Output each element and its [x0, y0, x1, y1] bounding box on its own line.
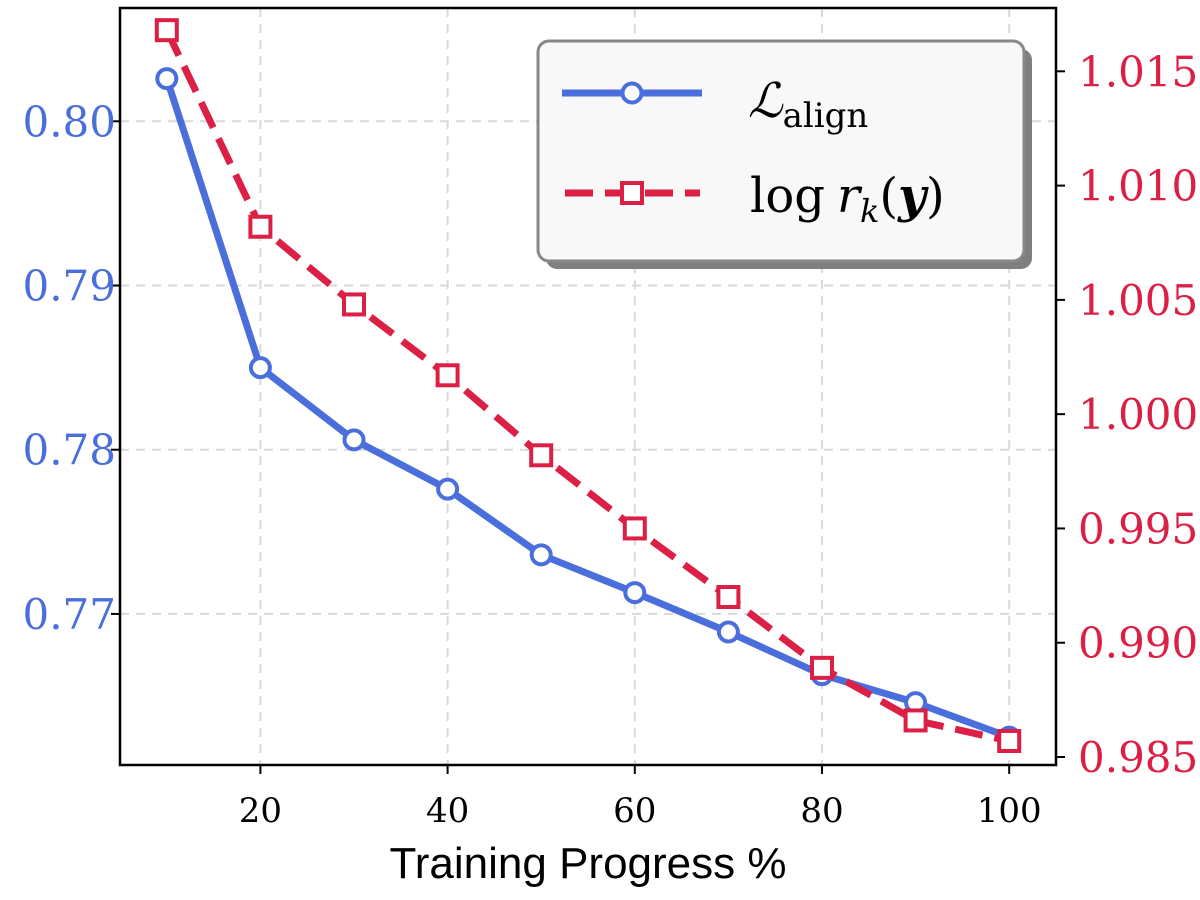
- legend-l-sub: align: [783, 96, 869, 136]
- left-tick-label-3: 0.80: [22, 97, 116, 146]
- legend: ℒalign log rk(y): [536, 39, 1032, 269]
- left-y-axis-ticks: 0.77 0.78 0.79 0.80: [22, 97, 120, 639]
- right-tick-label-6: 1.015: [1078, 47, 1198, 96]
- legend-paren-open: (: [879, 168, 898, 224]
- legend-paren-close: ): [926, 168, 945, 224]
- legend-y: y: [897, 168, 929, 224]
- x-tick-label-60: 60: [613, 791, 656, 831]
- series-log-rk: [154, 18, 1022, 754]
- point-log-rk-30: [342, 292, 366, 317]
- left-tick-label-0: 0.77: [22, 590, 116, 639]
- right-tick-label-2: 0.995: [1078, 504, 1198, 553]
- point-log-rk-10: [154, 18, 179, 43]
- point-l-align-30: [342, 428, 366, 452]
- right-tick-label-1: 0.990: [1078, 619, 1198, 668]
- right-y-axis-ticks: 0.985 0.990 0.995 1.000 1.005 1.010 1.015: [1056, 47, 1198, 782]
- point-l-align-70: [716, 620, 740, 644]
- point-log-rk-40: [435, 363, 460, 388]
- x-tick-label-100: 100: [977, 791, 1042, 831]
- right-tick-label-4: 1.005: [1078, 276, 1198, 325]
- x-tick-label-80: 80: [800, 791, 843, 831]
- legend-marker-circle: [620, 81, 644, 105]
- point-log-rk-80: [810, 655, 834, 680]
- point-log-rk-50: [529, 443, 554, 468]
- legend-r: r: [837, 168, 863, 224]
- x-tick-label-20: 20: [239, 791, 282, 831]
- x-axis-ticks: 20 40 60 80 100: [239, 765, 1042, 831]
- x-axis-label: Training Progress %: [390, 839, 787, 888]
- right-tick-label-3: 1.000: [1078, 390, 1198, 439]
- right-tick-label-0: 0.985: [1078, 733, 1198, 782]
- point-log-rk-100: [997, 729, 1022, 754]
- plot-frame: [118, 6, 1058, 767]
- point-l-align-50: [529, 543, 553, 567]
- point-log-rk-90: [903, 708, 928, 733]
- point-log-rk-60: [622, 516, 647, 541]
- legend-log: log: [750, 168, 825, 224]
- legend-label-l-align: ℒalign: [748, 73, 868, 136]
- series-line-l-align: [163, 75, 1013, 741]
- legend-label-log-rk: log rk(y): [750, 168, 945, 230]
- series-line-log-rk: [163, 28, 1010, 745]
- point-l-align-60: [623, 581, 647, 605]
- point-log-rk-70: [716, 585, 741, 610]
- point-log-rk-20: [248, 214, 273, 239]
- right-tick-label-5: 1.010: [1078, 162, 1198, 211]
- point-l-align-40: [436, 477, 460, 501]
- left-tick-label-1: 0.78: [22, 426, 116, 475]
- x-tick-label-40: 40: [426, 791, 469, 831]
- point-l-align-20: [248, 356, 272, 380]
- legend-k: k: [860, 192, 879, 230]
- point-l-align-10: [155, 67, 179, 91]
- legend-l-main: ℒ: [748, 73, 784, 129]
- legend-marker-square: [620, 181, 644, 205]
- series-l-align: [155, 67, 1021, 749]
- left-tick-label-2: 0.79: [22, 262, 116, 311]
